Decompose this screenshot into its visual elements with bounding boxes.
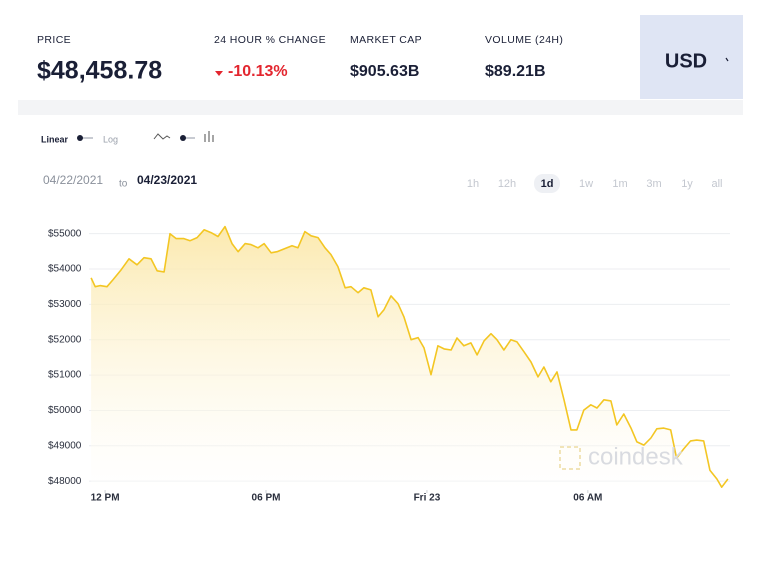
range-button[interactable]: 12h [498,178,516,190]
y-tick-label: $54000 [48,264,82,275]
watermark: coindesk [588,443,684,470]
bar-icon[interactable] [204,131,214,142]
y-tick-label: $48000 [48,476,82,487]
x-tick-label: Fri 23 [414,493,441,504]
stat-value: $89.21B [485,63,546,80]
stat-value: $48,458.78 [37,57,162,85]
range-button[interactable]: 1y [681,178,693,190]
y-tick-label: $52000 [48,334,82,345]
x-tick-label: 06 AM [573,493,602,504]
x-tick-label: 12 PM [91,493,120,504]
range-button[interactable]: 1m [612,178,627,190]
down-arrow [215,71,223,76]
watermark-logo [559,446,581,470]
stat-value: $905.63B [350,63,419,80]
date-from[interactable]: 04/22/2021 [43,173,103,187]
scale-option[interactable]: Linear [41,134,69,144]
stat-label: PRICE [37,34,71,46]
range-button[interactable]: 1h [467,178,479,190]
currency[interactable]: USD [665,50,707,72]
date-separator: to [119,179,128,190]
stat-value: -10.13% [228,63,288,80]
toggle-knob[interactable] [77,135,83,141]
y-tick-label: $55000 [48,228,82,239]
range-button[interactable]: all [711,178,722,190]
stat-label: 24 HOUR % CHANGE [214,34,326,46]
price-line [90,225,729,488]
line-icon[interactable] [153,133,171,140]
stat-label: MARKET CAP [350,34,422,46]
scale-option[interactable]: Log [103,134,118,144]
range-selected-bg [534,174,560,193]
chevron [725,57,729,62]
currency-box[interactable] [640,15,743,99]
price-area [91,226,728,490]
y-tick-label: $51000 [48,370,82,381]
range-button[interactable]: 1d [541,178,554,190]
y-tick-label: $49000 [48,440,82,451]
y-tick-label: $50000 [48,405,82,416]
x-tick-label: 06 PM [252,493,281,504]
y-tick-label: $53000 [48,299,82,310]
stat-label: VOLUME (24H) [485,34,563,46]
toggle-knob[interactable] [180,135,186,141]
date-to[interactable]: 04/23/2021 [137,173,197,187]
range-button[interactable]: 1w [579,178,593,190]
range-button[interactable]: 3m [646,178,661,190]
separator [18,100,743,115]
